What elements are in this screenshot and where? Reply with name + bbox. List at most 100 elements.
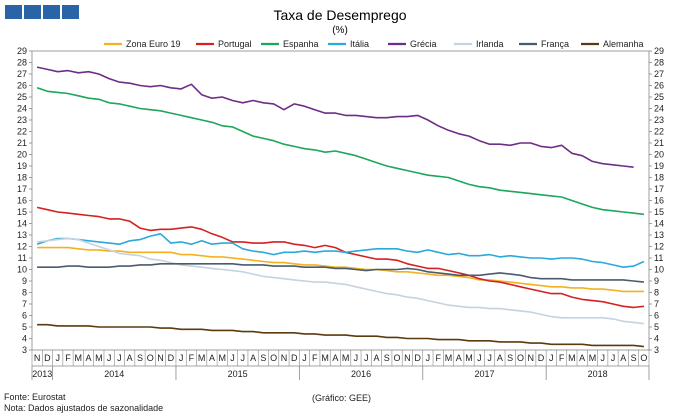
legend-label: Portugal <box>218 39 252 49</box>
y-tick-label-left: 16 <box>17 196 27 206</box>
y-tick-label-right: 12 <box>654 242 664 252</box>
month-label: J <box>611 353 616 363</box>
month-label: F <box>65 353 71 363</box>
month-label: J <box>230 353 235 363</box>
month-label: M <box>589 353 597 363</box>
month-label: J <box>241 353 246 363</box>
y-tick-label-right: 15 <box>654 207 664 217</box>
month-label: M <box>75 353 83 363</box>
month-label: M <box>568 353 576 363</box>
month-label: D <box>168 353 175 363</box>
y-tick-label-right: 3 <box>654 345 659 355</box>
month-label: S <box>507 353 513 363</box>
month-label: J <box>600 353 605 363</box>
month-label: M <box>198 353 206 363</box>
y-tick-label-left: 9 <box>22 276 27 286</box>
y-tick-label-left: 8 <box>22 288 27 298</box>
month-label: N <box>157 353 164 363</box>
month-label: J <box>364 353 369 363</box>
y-tick-label-left: 25 <box>17 92 27 102</box>
year-label: 2015 <box>228 369 248 379</box>
y-tick-label-right: 11 <box>654 253 663 263</box>
y-tick-label-right: 13 <box>654 230 664 240</box>
source-note: Fonte: Eurostat <box>4 392 66 402</box>
month-label: J <box>55 353 60 363</box>
plot-frame <box>31 50 650 351</box>
month-label: F <box>559 353 565 363</box>
y-tick-label-left: 7 <box>22 299 27 309</box>
month-label: A <box>497 353 503 363</box>
month-label: D <box>291 353 298 363</box>
month-label: J <box>487 353 492 363</box>
month-label: O <box>394 353 401 363</box>
y-tick-label-right: 7 <box>654 299 659 309</box>
y-tick-label-right: 9 <box>654 276 659 286</box>
month-label: J <box>477 353 482 363</box>
y-tick-label-left: 11 <box>18 253 27 263</box>
y-tick-label-right: 6 <box>654 311 659 321</box>
y-tick-label-left: 22 <box>17 127 27 137</box>
y-tick-label-right: 29 <box>654 46 664 56</box>
gee-logo <box>5 5 79 19</box>
month-label: A <box>86 353 92 363</box>
month-label: M <box>321 353 329 363</box>
legend-label: França <box>541 39 569 49</box>
logo-block <box>43 5 60 19</box>
month-label: N <box>404 353 411 363</box>
y-tick-label-left: 24 <box>17 104 27 114</box>
month-label: J <box>426 353 431 363</box>
year-label: 2017 <box>474 369 494 379</box>
year-label: 2014 <box>104 369 124 379</box>
month-label: D <box>538 353 545 363</box>
month-label: F <box>189 353 195 363</box>
logo-block <box>5 5 22 19</box>
y-tick-label-left: 23 <box>17 115 27 125</box>
month-label: A <box>620 353 626 363</box>
chart-series-lines <box>36 66 645 348</box>
series-line-zona-euro-19 <box>37 246 644 293</box>
month-label: D <box>44 353 51 363</box>
month-label: J <box>302 353 307 363</box>
month-label: O <box>517 353 524 363</box>
y-tick-label-right: 24 <box>654 104 664 114</box>
month-label: A <box>332 353 338 363</box>
y-tick-label-left: 29 <box>17 46 27 56</box>
y-tick-label-right: 26 <box>654 81 664 91</box>
month-label: J <box>549 353 554 363</box>
y-tick-label-left: 6 <box>22 311 27 321</box>
y-tick-label-left: 13 <box>17 230 27 240</box>
series-line-espanha <box>36 87 644 216</box>
month-label: O <box>147 353 154 363</box>
y-tick-label-right: 8 <box>654 288 659 298</box>
seasonal-adjustment-note: Nota: Dados ajustados de sazonalidade <box>4 403 164 413</box>
y-tick-label-left: 5 <box>22 322 27 332</box>
y-tick-label-left: 18 <box>17 173 27 183</box>
month-label: M <box>465 353 473 363</box>
month-label: A <box>579 353 585 363</box>
month-label: M <box>218 353 226 363</box>
y-tick-label-left: 21 <box>17 138 27 148</box>
legend-label: Grécia <box>410 39 437 49</box>
month-label: A <box>209 353 215 363</box>
y-tick-label-left: 19 <box>17 161 27 171</box>
legend-label: Espanha <box>283 39 319 49</box>
y-tick-label-right: 14 <box>654 219 664 229</box>
series-line-alemanha <box>37 323 644 348</box>
y-tick-label-right: 4 <box>654 334 659 344</box>
y-tick-label-right: 5 <box>654 322 659 332</box>
y-tick-label-left: 14 <box>17 219 27 229</box>
month-label: S <box>631 353 637 363</box>
y-tick-label-right: 19 <box>654 161 664 171</box>
month-label: J <box>107 353 112 363</box>
y-tick-label-right: 22 <box>654 127 664 137</box>
month-label: J <box>179 353 184 363</box>
month-label: A <box>250 353 256 363</box>
logo-block <box>62 5 79 19</box>
series-line-irlanda <box>37 237 644 325</box>
y-tick-label-right: 16 <box>654 196 664 206</box>
legend-label: Irlanda <box>476 39 504 49</box>
month-label: O <box>640 353 647 363</box>
y-tick-label-right: 18 <box>654 173 664 183</box>
